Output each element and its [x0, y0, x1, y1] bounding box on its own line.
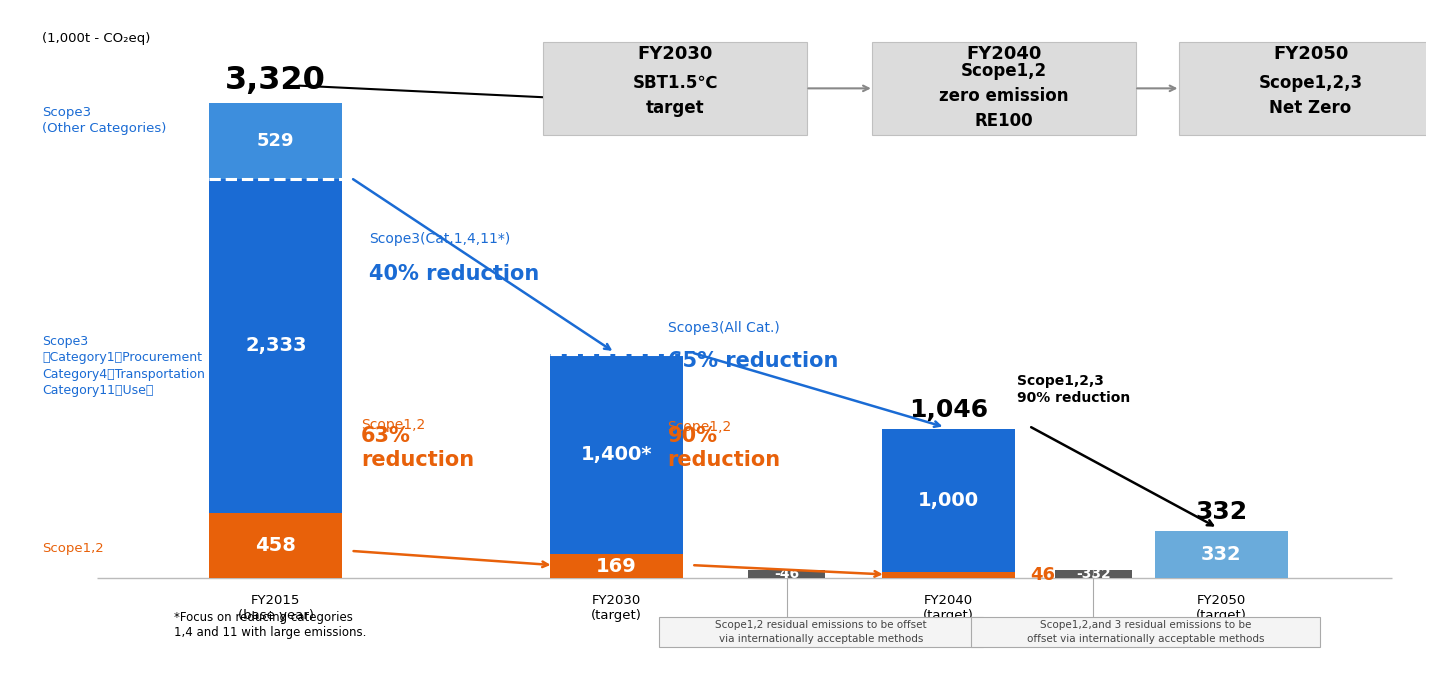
Text: FY2040: FY2040 — [966, 45, 1041, 63]
Text: Scope3
(Other Categories): Scope3 (Other Categories) — [42, 105, 167, 135]
Text: FY2015
(base year): FY2015 (base year) — [238, 594, 314, 622]
FancyBboxPatch shape — [1178, 42, 1440, 135]
Text: FY2040
(target): FY2040 (target) — [923, 594, 973, 622]
Bar — [883, 429, 1015, 572]
Text: 3,320: 3,320 — [225, 65, 327, 95]
Text: FY2030
(target): FY2030 (target) — [590, 594, 642, 622]
Text: 63%
reduction: 63% reduction — [361, 426, 474, 470]
Text: 332: 332 — [1195, 500, 1247, 524]
Text: -332: -332 — [1076, 567, 1110, 581]
Text: Scope3
カCategory1：Procurement
Category4：Transportation
Category11：Use）: Scope3 カCategory1：Procurement Category4：… — [42, 335, 206, 397]
Text: FY2030: FY2030 — [638, 45, 713, 63]
Text: SBT1.5℃
target: SBT1.5℃ target — [632, 74, 719, 118]
Text: FY2050
(target): FY2050 (target) — [1195, 594, 1247, 622]
Text: 169: 169 — [596, 557, 636, 576]
Text: 46: 46 — [1031, 566, 1056, 584]
Text: Scope1,2
zero emission
RE100: Scope1,2 zero emission RE100 — [939, 62, 1068, 130]
Bar — [749, 570, 825, 579]
FancyBboxPatch shape — [543, 42, 808, 135]
Text: Scope1,2 residual emissions to be offset
via internationally acceptable methods: Scope1,2 residual emissions to be offset… — [716, 620, 927, 644]
Text: 40% reduction: 40% reduction — [370, 264, 540, 284]
FancyBboxPatch shape — [660, 617, 982, 647]
Text: Scope1,2,and 3 residual emissions to be
offset via internationally acceptable me: Scope1,2,and 3 residual emissions to be … — [1027, 620, 1264, 644]
Bar — [1056, 570, 1132, 579]
Text: Scope1,2,3
90% reduction: Scope1,2,3 90% reduction — [1017, 375, 1130, 405]
Bar — [209, 513, 343, 579]
Text: *Focus on reducing categories
1,4 and 11 with large emissions.: *Focus on reducing categories 1,4 and 11… — [174, 611, 366, 639]
Text: Scope3(Cat.1,4,11*): Scope3(Cat.1,4,11*) — [370, 233, 511, 246]
Text: (1,000t - CO₂eq): (1,000t - CO₂eq) — [42, 32, 151, 45]
Text: 2,333: 2,333 — [245, 337, 307, 356]
Bar — [550, 554, 683, 579]
Text: Scope3(All Cat.): Scope3(All Cat.) — [668, 321, 779, 335]
Text: 458: 458 — [255, 536, 297, 555]
Bar — [550, 354, 683, 554]
Text: 529: 529 — [258, 132, 295, 150]
Text: 1,000: 1,000 — [919, 491, 979, 510]
FancyBboxPatch shape — [873, 42, 1136, 135]
Text: 332: 332 — [1201, 545, 1241, 564]
Text: -46: -46 — [775, 567, 799, 581]
Text: 1,046: 1,046 — [909, 398, 988, 422]
Text: Scope1,2,3
Net Zero: Scope1,2,3 Net Zero — [1259, 74, 1362, 118]
Bar — [209, 179, 343, 513]
Text: FY2050: FY2050 — [1273, 45, 1348, 63]
Bar — [1155, 531, 1287, 579]
Text: 90%
reduction: 90% reduction — [668, 426, 780, 470]
Bar — [883, 572, 1015, 579]
Text: 1,400*: 1,400* — [580, 445, 652, 464]
Bar — [209, 103, 343, 179]
Text: 65% reduction: 65% reduction — [668, 351, 838, 371]
FancyBboxPatch shape — [971, 617, 1320, 647]
Text: Scope1,2: Scope1,2 — [668, 420, 732, 434]
Text: Scope1,2: Scope1,2 — [361, 418, 425, 432]
Text: Scope1,2: Scope1,2 — [42, 543, 104, 556]
